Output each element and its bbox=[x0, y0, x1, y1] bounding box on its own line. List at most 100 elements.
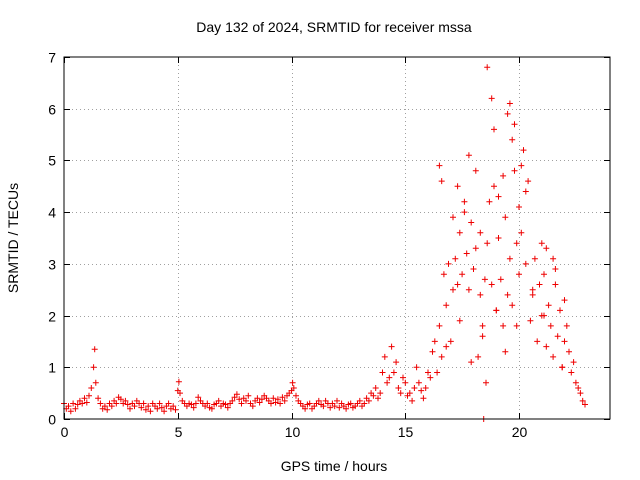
data-point bbox=[415, 379, 422, 386]
data-point bbox=[568, 369, 575, 376]
data-point bbox=[513, 322, 520, 329]
data-point bbox=[538, 240, 545, 247]
data-point bbox=[561, 338, 568, 345]
data-point bbox=[229, 397, 236, 404]
data-point bbox=[477, 229, 484, 236]
data-point bbox=[418, 387, 425, 394]
data-point bbox=[513, 240, 520, 247]
data-point bbox=[88, 385, 95, 391]
data-point bbox=[550, 255, 557, 262]
data-point bbox=[495, 193, 502, 200]
data-point bbox=[411, 385, 418, 391]
data-point bbox=[393, 359, 400, 366]
data-point bbox=[231, 394, 238, 401]
data-point bbox=[161, 408, 168, 415]
data-point bbox=[97, 400, 104, 407]
data-point bbox=[361, 400, 368, 407]
data-point bbox=[279, 394, 286, 401]
data-point bbox=[375, 395, 381, 402]
data-point bbox=[81, 395, 88, 402]
data-point bbox=[165, 400, 172, 407]
data-point bbox=[175, 378, 182, 385]
data-point bbox=[506, 255, 513, 262]
data-point bbox=[113, 400, 120, 407]
data-point bbox=[445, 260, 452, 267]
data-point bbox=[575, 385, 582, 391]
data-point bbox=[195, 394, 202, 401]
data-point bbox=[500, 322, 507, 329]
data-point bbox=[156, 400, 163, 407]
data-point bbox=[289, 379, 296, 386]
data-point bbox=[327, 404, 334, 411]
data-point bbox=[243, 397, 249, 404]
data-point bbox=[320, 403, 327, 410]
data-point bbox=[518, 229, 525, 236]
data-point bbox=[245, 392, 252, 399]
data-point bbox=[438, 178, 445, 185]
data-point bbox=[516, 271, 522, 278]
data-point bbox=[86, 392, 92, 399]
data-point bbox=[208, 405, 215, 412]
data-point bbox=[463, 250, 470, 257]
data-point bbox=[559, 364, 566, 371]
data-point bbox=[456, 317, 463, 324]
data-point bbox=[256, 399, 263, 406]
data-point bbox=[434, 369, 441, 376]
data-point bbox=[390, 369, 397, 376]
data-point bbox=[468, 219, 475, 226]
data-point bbox=[554, 333, 561, 340]
data-point bbox=[124, 401, 131, 408]
data-point bbox=[502, 214, 509, 221]
data-point bbox=[95, 395, 102, 402]
axis-ticks: 0 5 10 15 20 0 1 2 3 4 5 6 7 bbox=[48, 50, 610, 440]
data-point bbox=[306, 400, 313, 407]
data-point bbox=[456, 229, 463, 236]
data-point bbox=[509, 136, 516, 143]
data-point bbox=[563, 322, 570, 329]
data-point bbox=[529, 286, 536, 293]
data-point bbox=[190, 404, 197, 411]
data-point bbox=[427, 374, 434, 381]
data-point bbox=[440, 271, 447, 278]
data-point bbox=[475, 353, 482, 360]
data-point bbox=[204, 400, 211, 407]
data-points bbox=[61, 64, 588, 422]
data-point bbox=[561, 297, 568, 304]
data-point bbox=[224, 404, 231, 411]
data-point bbox=[92, 379, 99, 386]
data-point bbox=[131, 403, 138, 410]
data-point bbox=[429, 348, 436, 355]
data-point bbox=[347, 400, 354, 407]
data-point bbox=[497, 276, 504, 283]
data-point bbox=[422, 385, 429, 391]
data-point bbox=[222, 401, 229, 408]
data-point bbox=[122, 397, 129, 404]
data-point bbox=[493, 307, 500, 314]
data-point bbox=[142, 406, 149, 413]
data-point bbox=[550, 353, 557, 360]
data-point bbox=[379, 369, 386, 376]
data-point bbox=[443, 302, 450, 309]
data-point bbox=[272, 399, 279, 406]
data-point bbox=[238, 400, 245, 407]
data-point bbox=[177, 390, 183, 397]
data-point bbox=[356, 397, 363, 404]
data-point bbox=[504, 291, 511, 298]
x-tick-label: 10 bbox=[285, 424, 301, 440]
data-point bbox=[436, 322, 443, 329]
data-point bbox=[472, 167, 479, 174]
data-point bbox=[158, 404, 165, 411]
data-point bbox=[541, 312, 547, 319]
data-point bbox=[274, 396, 281, 403]
data-point bbox=[450, 286, 456, 293]
data-point bbox=[386, 374, 393, 381]
data-point bbox=[365, 397, 372, 404]
data-point bbox=[233, 391, 240, 398]
data-point bbox=[484, 64, 491, 71]
data-point bbox=[582, 401, 588, 408]
data-point bbox=[388, 343, 395, 350]
x-tick-label: 5 bbox=[175, 424, 183, 440]
data-point bbox=[459, 271, 466, 278]
data-point bbox=[504, 110, 511, 117]
